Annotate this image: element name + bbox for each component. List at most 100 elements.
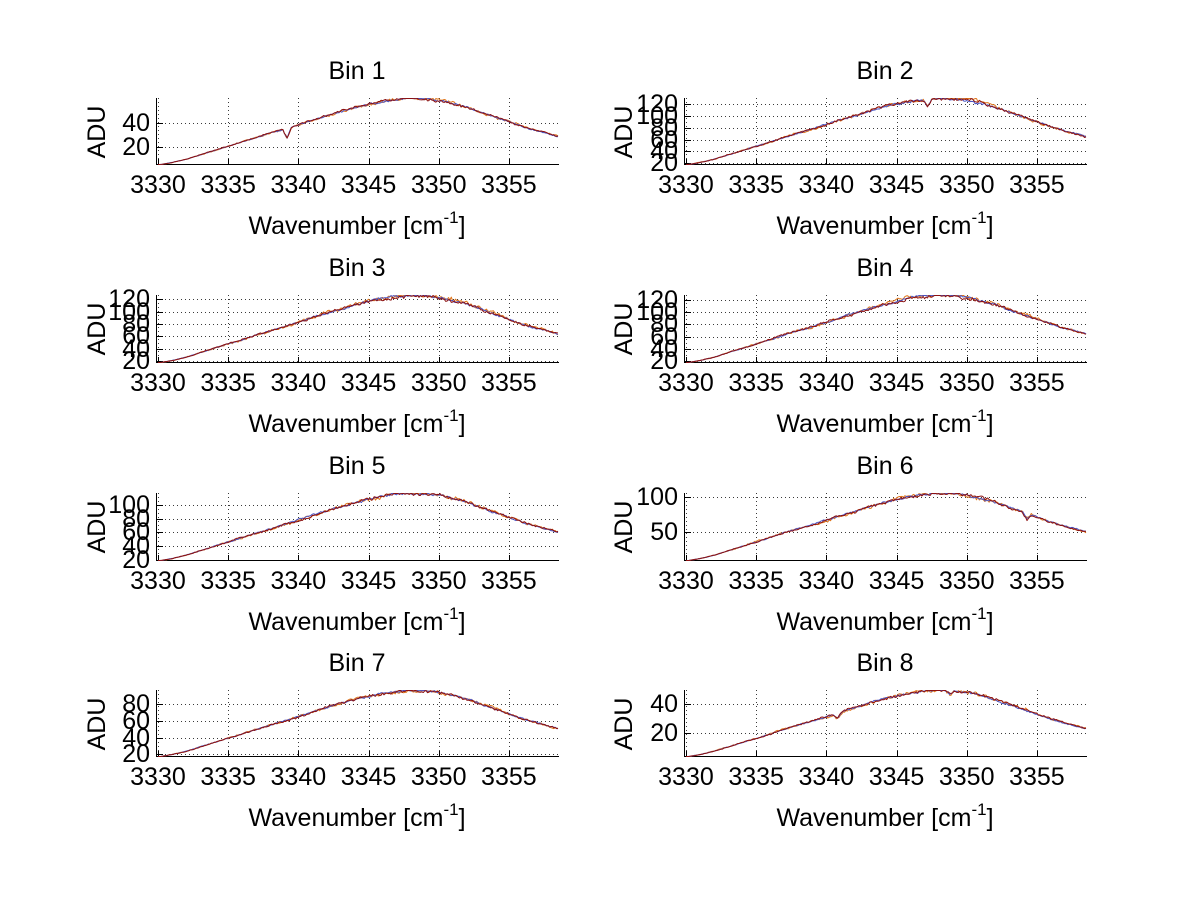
x-axis-label-text: Wavenumber [cm: [248, 410, 444, 438]
x-axis-label-sup: -1: [443, 604, 459, 623]
y-tick-label: 100: [108, 297, 150, 326]
x-tick-label: 3330: [130, 567, 186, 595]
x-tick-label: 3350: [410, 369, 467, 397]
x-tick-label: 3345: [340, 567, 397, 595]
x-axis-label-close: ]: [986, 212, 994, 240]
plot-svg: [684, 295, 1087, 363]
x-tick-label: 3345: [868, 171, 925, 199]
x-axis-label: Wavenumber [cm-1]: [156, 599, 558, 637]
x-axis-label: Wavenumber [cm-1]: [684, 203, 1086, 241]
x-tick-label: 3345: [340, 171, 397, 199]
spectrum-orange: [686, 98, 1087, 165]
plot-canvas: [156, 493, 559, 561]
spectrum-blue: [158, 98, 559, 165]
y-tick-label: 40: [122, 723, 150, 752]
x-tick-label: 3340: [798, 763, 855, 791]
x-tick-label: 3355: [1009, 369, 1065, 397]
spectrum-blue: [686, 690, 1087, 757]
x-axis-label: Wavenumber [cm-1]: [684, 401, 1086, 439]
plot-svg: [156, 295, 559, 363]
x-axis-label: Wavenumber [cm-1]: [684, 599, 1086, 637]
y-tick-label: 100: [636, 298, 678, 327]
x-axis-label-text: Wavenumber [cm: [248, 804, 444, 832]
plot-svg: [684, 98, 1087, 165]
y-tick-label: 50: [650, 517, 678, 546]
x-tick-label: 3355: [481, 369, 537, 397]
plot-canvas: [684, 295, 1087, 363]
y-tick-label: 80: [650, 310, 678, 339]
y-tick-label: 40: [650, 137, 678, 166]
x-axis-label-text: Wavenumber [cm: [248, 212, 444, 240]
plot-canvas: [156, 295, 559, 363]
x-axis-label-sup: -1: [971, 208, 987, 227]
subplot-title: Bin 5: [328, 452, 386, 480]
y-tick-label: 60: [122, 518, 150, 547]
x-axis-label-text: Wavenumber [cm: [248, 608, 444, 636]
x-tick-label: 3350: [410, 171, 467, 199]
spectrum-orange: [158, 690, 559, 757]
y-tick-label: 120: [636, 285, 678, 314]
y-tick-label: 60: [650, 125, 678, 154]
x-axis-label-close: ]: [458, 410, 466, 438]
x-tick-label: 3345: [340, 369, 397, 397]
spectrum-blue: [158, 295, 559, 363]
spectrum-blue: [686, 98, 1087, 165]
y-tick-label: 20: [650, 347, 678, 376]
x-tick-label: 3345: [340, 763, 397, 791]
x-tick-label: 3350: [938, 171, 995, 199]
spectrum-orange: [158, 98, 559, 165]
x-axis-label-close: ]: [986, 410, 994, 438]
y-tick-label: 80: [650, 113, 678, 142]
spectrum-darkred: [158, 98, 559, 165]
x-axis-label-text: Wavenumber [cm: [776, 410, 972, 438]
y-tick-label: 20: [122, 347, 150, 376]
x-tick-label: 3335: [728, 763, 784, 791]
y-tick-label: 60: [122, 706, 150, 735]
x-axis-label-close: ]: [986, 804, 994, 832]
x-axis-label-close: ]: [458, 804, 466, 832]
x-tick-label: 3350: [938, 763, 995, 791]
x-tick-label: 3335: [728, 567, 784, 595]
plot-svg: [156, 493, 559, 561]
x-tick-label: 3335: [728, 171, 784, 199]
x-tick-label: 3340: [270, 369, 327, 397]
x-axis-label-close: ]: [458, 212, 466, 240]
x-tick-label: 3345: [868, 567, 925, 595]
x-tick-label: 3340: [798, 567, 855, 595]
x-tick-label: 3330: [130, 171, 186, 199]
plot-canvas: [684, 493, 1087, 561]
y-tick-label: 20: [122, 740, 150, 769]
subplot-title: Bin 7: [328, 649, 386, 677]
y-tick-label: 20: [122, 545, 150, 574]
x-axis-label-text: Wavenumber [cm: [776, 212, 972, 240]
x-axis-label-sup: -1: [443, 208, 459, 227]
spectrum-orange: [158, 493, 559, 561]
plot-canvas: [156, 98, 559, 165]
spectrum-darkred: [686, 690, 1087, 757]
x-axis-label: Wavenumber [cm-1]: [156, 401, 558, 439]
x-tick-label: 3355: [1009, 171, 1065, 199]
x-axis-label-sup: -1: [971, 800, 987, 819]
y-tick-label: 80: [122, 504, 150, 533]
x-tick-label: 3335: [200, 567, 256, 595]
plot-svg: [156, 98, 559, 165]
y-tick-label: 40: [122, 109, 150, 138]
x-tick-label: 3330: [658, 171, 714, 199]
plot-svg: [156, 690, 559, 757]
y-tick-label: 120: [636, 89, 678, 118]
x-tick-label: 3330: [658, 369, 714, 397]
spectrum-blue: [158, 493, 559, 561]
y-tick-label: 20: [650, 149, 678, 178]
x-tick-label: 3340: [270, 567, 327, 595]
plot-canvas: [156, 690, 559, 757]
x-tick-label: 3340: [270, 171, 327, 199]
y-tick-label: 40: [122, 334, 150, 363]
plot-canvas: [684, 98, 1087, 165]
spectrum-darkred: [686, 98, 1087, 165]
x-axis-label: Wavenumber [cm-1]: [156, 203, 558, 241]
x-axis-label-text: Wavenumber [cm: [776, 804, 972, 832]
x-axis-label-sup: -1: [443, 406, 459, 425]
spectrum-blue: [158, 690, 559, 757]
x-tick-label: 3350: [410, 567, 467, 595]
